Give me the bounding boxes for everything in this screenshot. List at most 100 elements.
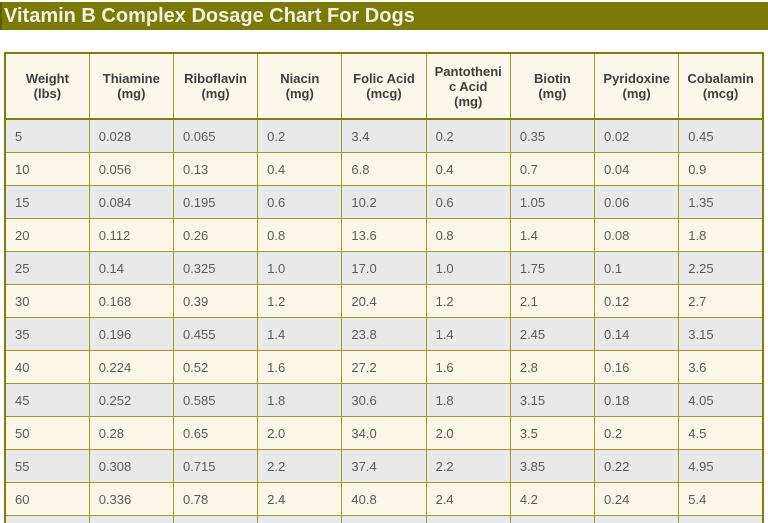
table-cell: 0.14 [594,317,680,351]
partial-next-row [4,515,764,523]
table-cell [509,515,596,523]
header-cell-line: c Acid [448,78,488,94]
table-cell: 1.4 [257,317,343,351]
table-cell: 0.65 [172,416,259,450]
table-cell [88,515,174,523]
table-row: 45 0.252 0.585 1.8 30.6 1.8 3.15 0.18 4.05 [4,383,764,417]
table-cell: 1.35 [678,185,764,219]
header-cell: Thiamine (mg) [88,52,174,120]
header-cell: Biotin (mg) [509,52,596,120]
table-cell: 0.224 [88,350,174,384]
table-cell: 2.8 [509,350,596,384]
table-cell: 0.04 [594,152,680,186]
table-cell: 0.39 [172,284,259,318]
table-cell: 0.585 [172,383,259,417]
table-cell: 0.195 [172,185,259,219]
table-cell: 23.8 [341,317,427,351]
table-cell: 0.196 [88,317,174,351]
table-cell [172,515,259,523]
table-cell: 0.26 [172,218,259,252]
table-cell [257,515,343,523]
header-cell: Riboflavin (mg) [172,52,259,120]
table-cell: 15 [4,185,90,219]
table-cell: 50 [4,416,90,450]
table-row: 50 0.28 0.65 2.0 34.0 2.0 3.5 0.2 4.5 [4,416,764,450]
header-row: Weight (lbs) Thiamine (mg) Riboflavin (mg) Nia… [4,52,764,120]
table-cell: 4.2 [509,482,596,516]
table-cell [4,515,90,523]
table-cell: 0.8 [257,218,343,252]
table-row: 60 0.336 0.78 2.4 40.8 2.4 4.2 0.24 5.4 [4,482,764,516]
table-cell: 0.9 [678,152,764,186]
table-cell: 1.05 [509,185,596,219]
table-cell: 10 [4,152,90,186]
table-cell: 0.084 [88,185,174,219]
table-row: 40 0.224 0.52 1.6 27.2 1.6 2.8 0.16 3.6 [4,350,764,384]
table-cell: 1.8 [257,383,343,417]
table-row: 25 0.14 0.325 1.0 17.0 1.0 1.75 0.1 2.25 [4,251,764,285]
header-cell-line: Niacin [280,71,320,86]
table-cell: 0.715 [172,449,259,483]
table-cell: 1.4 [509,218,596,252]
table-cell: 0.13 [172,152,259,186]
table-cell: 20.4 [341,284,427,318]
table-cell: 0.28 [88,416,174,450]
table-cell [425,515,511,523]
header-cell-line: (mg) [201,86,230,101]
table-cell: 0.4 [425,152,511,186]
table-body: 5 0.028 0.065 0.2 3.4 0.2 0.35 0.02 0.45 10 0.056 0… [4,118,764,523]
table-cell: 2.4 [257,482,343,516]
table-cell: 0.336 [88,482,174,516]
header-cell-line: Folic Acid [353,71,415,86]
table-cell: 0.12 [594,284,680,318]
table-cell: 4.95 [678,449,764,483]
table-cell: 0.18 [594,383,680,417]
table-cell: 35 [4,317,90,351]
table-cell: 0.35 [509,118,596,153]
table-cell: 3.85 [509,449,596,483]
table-cell: 30 [4,284,90,318]
table-cell: 0.8 [425,218,511,252]
table-header: Weight (lbs) Thiamine (mg) Riboflavin (mg) Nia… [4,52,764,120]
header-cell: Pyridoxine (mg) [594,52,680,120]
table-cell: 2.7 [678,284,764,318]
table-cell: 0.06 [594,185,680,219]
table-cell: 0.455 [172,317,259,351]
table-row: 55 0.308 0.715 2.2 37.4 2.2 3.85 0.22 4.95 [4,449,764,483]
title-bar: Vitamin B Complex Dosage Chart For Dogs [0,2,768,30]
table-cell: 1.6 [425,350,511,384]
table-cell: 3.15 [678,317,764,351]
table-cell: 4.5 [678,416,764,450]
header-cell-line: Pyridoxine [603,71,670,86]
table-row: 15 0.084 0.195 0.6 10.2 0.6 1.05 0.06 1.35 [4,185,764,219]
table-cell: 0.252 [88,383,174,417]
table-cell: 13.6 [341,218,427,252]
table-cell: 0.028 [88,118,174,153]
table-cell: 1.0 [425,251,511,285]
table-cell: 17.0 [341,251,427,285]
table-cell: 2.45 [509,317,596,351]
table-cell: 2.1 [509,284,596,318]
table-row: 20 0.112 0.26 0.8 13.6 0.8 1.4 0.08 1.8 [4,218,764,252]
table-cell: 1.75 [509,251,596,285]
table-cell: 40 [4,350,90,384]
table-cell: 0.056 [88,152,174,186]
table-cell: 1.2 [425,284,511,318]
table-cell: 1.2 [257,284,343,318]
table-cell: 37.4 [341,449,427,483]
header-cell-line: (mcg) [366,86,402,101]
header-cell-line: Thiamine [102,71,160,86]
header-cell-line: (mg) [285,86,314,101]
table-cell: 0.168 [88,284,174,318]
page-title: Vitamin B Complex Dosage Chart For Dogs [4,5,415,27]
table-cell: 2.25 [678,251,764,285]
table-cell: 2.2 [257,449,343,483]
table-cell: 0.7 [509,152,596,186]
table-cell: 0.22 [594,449,680,483]
table-cell: 3.5 [509,416,596,450]
table-cell: 0.325 [172,251,259,285]
table-cell: 45 [4,383,90,417]
table-cell: 0.78 [172,482,259,516]
table-cell: 2.0 [425,416,511,450]
